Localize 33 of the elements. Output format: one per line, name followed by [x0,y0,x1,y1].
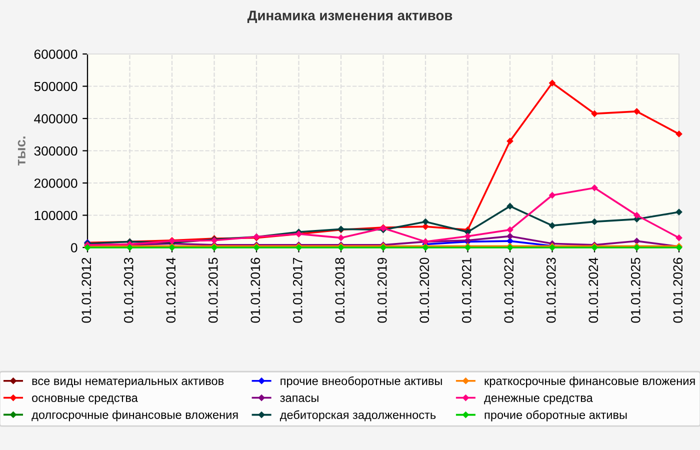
x-tick-label: 01.01.2014 [166,258,176,323]
x-tick-label: 01.01.2012 [82,258,92,323]
x-tick-label: 01.01.2016 [250,258,260,323]
x-tick-label: 01.01.2013 [124,258,134,323]
legend-label: краткосрочные финансовые вложения [484,376,695,388]
legend-label: долгосрочные финансовые вложения [32,410,238,422]
y-tick-label: 100000 [34,210,78,220]
x-tick-label: 01.01.2015 [208,258,218,323]
y-tick-label: 600000 [34,50,78,59]
x-tick-label: 01.01.2025 [630,258,640,323]
y-tick-label: 500000 [34,82,78,92]
x-tick-label: 01.01.2019 [377,258,387,323]
x-tick-label: 01.01.2022 [504,258,514,323]
chart-title: Динамика изменения активов [247,10,452,24]
legend-label: дебиторская задолженность [280,410,436,422]
y-tick-label: 300000 [34,146,78,156]
legend-label: прочие оборотные активы [484,410,627,422]
x-tick-label: 01.01.2023 [546,258,556,323]
y-tick-label: 400000 [34,114,78,124]
x-tick-label: 01.01.2026 [673,258,683,323]
legend-label: денежные средства [484,396,593,404]
x-tick-label: 01.01.2024 [588,258,598,323]
legend-label: основные средства [32,396,138,404]
x-tick-label: 01.01.2021 [462,258,472,323]
y-tick-label: 0 [70,243,78,252]
legend-label: все виды нематериальных активов [32,378,224,388]
legend-label: прочие внеоборотные активы [280,376,442,388]
y-axis-title: тыс. [18,136,26,166]
x-tick-label: 01.01.2018 [335,258,345,323]
y-tick-label: 200000 [34,178,78,188]
x-tick-label: 01.01.2017 [292,258,302,323]
legend-label: запасы [280,396,318,402]
x-tick-label: 01.01.2020 [420,258,430,323]
